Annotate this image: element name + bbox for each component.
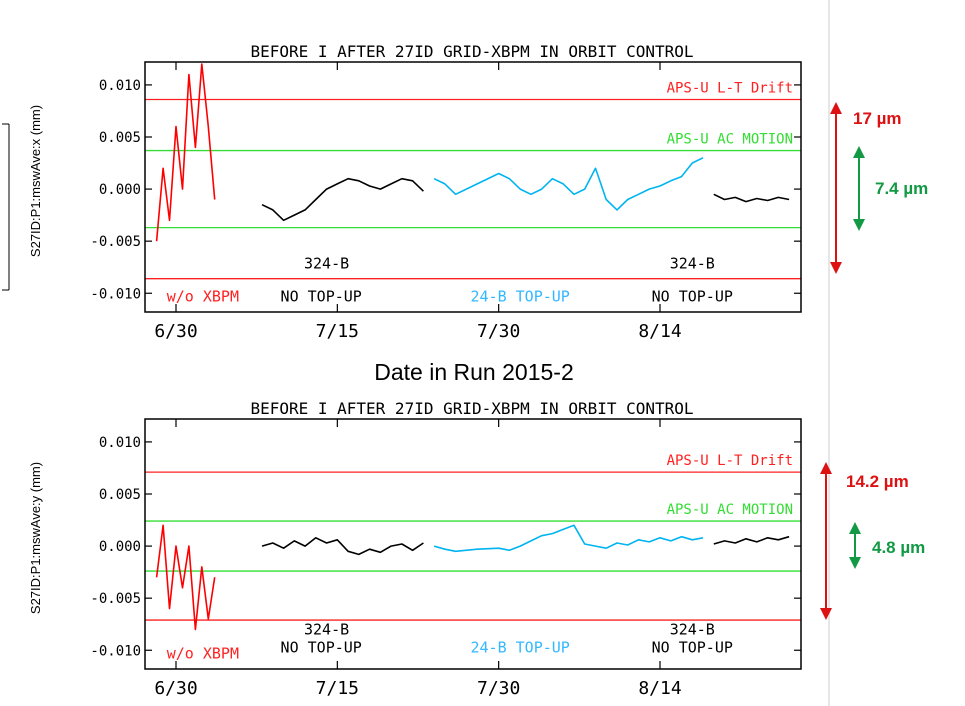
segment-label: w/o XBPM	[167, 645, 239, 663]
annotation-label: 7.4 µm	[875, 179, 928, 198]
series-line	[433, 157, 704, 211]
segment-label: 324-B	[304, 621, 349, 639]
segment-label: NO TOP-UP	[281, 288, 362, 306]
segment-label: 24-B TOP-UP	[471, 638, 570, 656]
y-tick-label: 0.010	[99, 78, 141, 94]
annotation-ac-motion: 4.8 µm	[849, 522, 925, 569]
segment-label: NO TOP-UP	[281, 638, 362, 656]
y-axis-label: S27ID:P1:mswAve:x (mm)	[28, 105, 43, 257]
series-line	[261, 536, 424, 556]
reference-line-label: APS-U AC MOTION	[667, 502, 793, 518]
series-line	[433, 524, 704, 553]
chart-title: BEFORE I AFTER 27ID GRID-XBPM IN ORBIT C…	[250, 399, 693, 418]
annotation-lt-drift: 14.2 µm	[820, 462, 909, 620]
x-tick-label: 6/30	[154, 321, 197, 342]
segment-label: NO TOP-UP	[652, 288, 733, 306]
segment-label: NO TOP-UP	[652, 638, 733, 656]
series-line	[261, 177, 424, 222]
chart-panel-x: BEFORE I AFTER 27ID GRID-XBPM IN ORBIT C…	[28, 42, 928, 342]
y-tick-label: -0.005	[90, 591, 141, 607]
reference-line-label: APS-U L-T Drift	[667, 81, 793, 97]
y-tick-label: -0.010	[90, 643, 141, 659]
segment-label: 324-B	[670, 621, 715, 639]
y-tick-label: -0.005	[90, 234, 141, 250]
series-line	[155, 63, 216, 242]
plot-frame	[144, 418, 802, 670]
segment-label: w/o XBPM	[167, 288, 239, 306]
x-tick-label: 8/14	[638, 321, 681, 342]
segment-label: 324-B	[304, 254, 349, 272]
x-tick-label: 7/30	[477, 321, 520, 342]
x-tick-label: 7/15	[316, 321, 359, 342]
segment-label: 324-B	[670, 254, 715, 272]
x-tick-label: 7/15	[316, 678, 359, 699]
y-tick-label: 0.005	[99, 487, 141, 503]
x-tick-label: 7/30	[477, 678, 520, 699]
shared-x-axis-label: Date in Run 2015-2	[374, 359, 573, 385]
series-line	[713, 193, 790, 203]
x-tick-label: 6/30	[154, 678, 197, 699]
annotation-label: 17 µm	[853, 109, 902, 128]
y-tick-label: 0.000	[99, 182, 141, 198]
annotation-ac-motion: 7.4 µm	[853, 146, 928, 231]
chart-panel-y: BEFORE I AFTER 27ID GRID-XBPM IN ORBIT C…	[28, 399, 925, 699]
annotation-lt-drift: 17 µm	[830, 102, 902, 274]
segment-label: 24-B TOP-UP	[471, 288, 570, 306]
reference-line-label: APS-U AC MOTION	[667, 132, 793, 148]
y-tick-label: -0.010	[90, 286, 141, 302]
y-tick-label: 0.005	[99, 130, 141, 146]
y-tick-label: 0.000	[99, 539, 141, 555]
annotation-label: 14.2 µm	[846, 472, 909, 491]
series-line	[155, 524, 216, 631]
y-tick-label: 0.010	[99, 435, 141, 451]
reference-line-label: APS-U L-T Drift	[667, 453, 793, 469]
plot-frame	[144, 61, 802, 313]
x-tick-label: 8/14	[638, 678, 681, 699]
chart-title: BEFORE I AFTER 27ID GRID-XBPM IN ORBIT C…	[250, 42, 693, 61]
series-line	[713, 535, 790, 545]
annotation-label: 4.8 µm	[872, 538, 925, 557]
y-axis-label: S27ID:P1:mswAve:y (mm)	[28, 462, 43, 614]
